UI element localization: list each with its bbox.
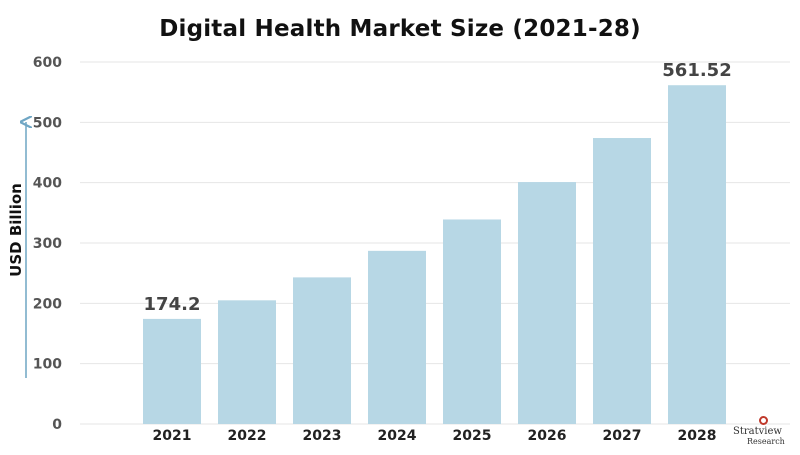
x-tick-label: 2022 <box>228 428 267 444</box>
x-tick-label: 2028 <box>678 428 717 444</box>
bar-2024 <box>368 250 426 424</box>
data-label: 561.52 <box>662 60 731 81</box>
x-tick-label: 2023 <box>303 428 342 444</box>
y-tick-label: 500 <box>33 115 62 131</box>
y-tick-label: 0 <box>52 417 62 433</box>
bar-2025 <box>443 219 501 424</box>
x-tick-label: 2025 <box>453 428 492 444</box>
bar-2022 <box>218 300 276 424</box>
y-tick-label: 300 <box>33 236 62 252</box>
data-label: 174.2 <box>144 294 201 315</box>
x-tick-label: 2021 <box>153 428 192 444</box>
bars <box>143 85 726 425</box>
y-tick-label: 600 <box>33 55 62 71</box>
logo-name: Stratview <box>733 426 782 437</box>
logo-sub: Research <box>747 437 785 446</box>
x-tick-label: 2026 <box>528 428 567 444</box>
x-tick-label: 2024 <box>378 428 417 444</box>
chart-title: Digital Health Market Size (2021-28) <box>159 16 641 42</box>
x-tick-labels: 2021 2022 2023 2024 2025 2026 2027 2028 <box>153 428 717 444</box>
y-tick-label: 100 <box>33 357 62 373</box>
bar-2021 <box>143 318 201 424</box>
bar-2028 <box>668 85 726 425</box>
x-tick-label: 2027 <box>603 428 642 444</box>
y-tick-label: 200 <box>33 296 62 312</box>
data-labels: 174.2 561.52 <box>144 60 732 315</box>
logo-mark-icon <box>759 416 768 425</box>
bar-2026 <box>518 182 576 424</box>
y-tick-label: 400 <box>33 176 62 192</box>
stratview-logo: Stratview Research <box>733 416 795 452</box>
bar-2027 <box>593 138 651 424</box>
bar-2023 <box>293 277 351 424</box>
y-tick-labels: 0 100 200 300 400 500 600 <box>33 55 62 433</box>
